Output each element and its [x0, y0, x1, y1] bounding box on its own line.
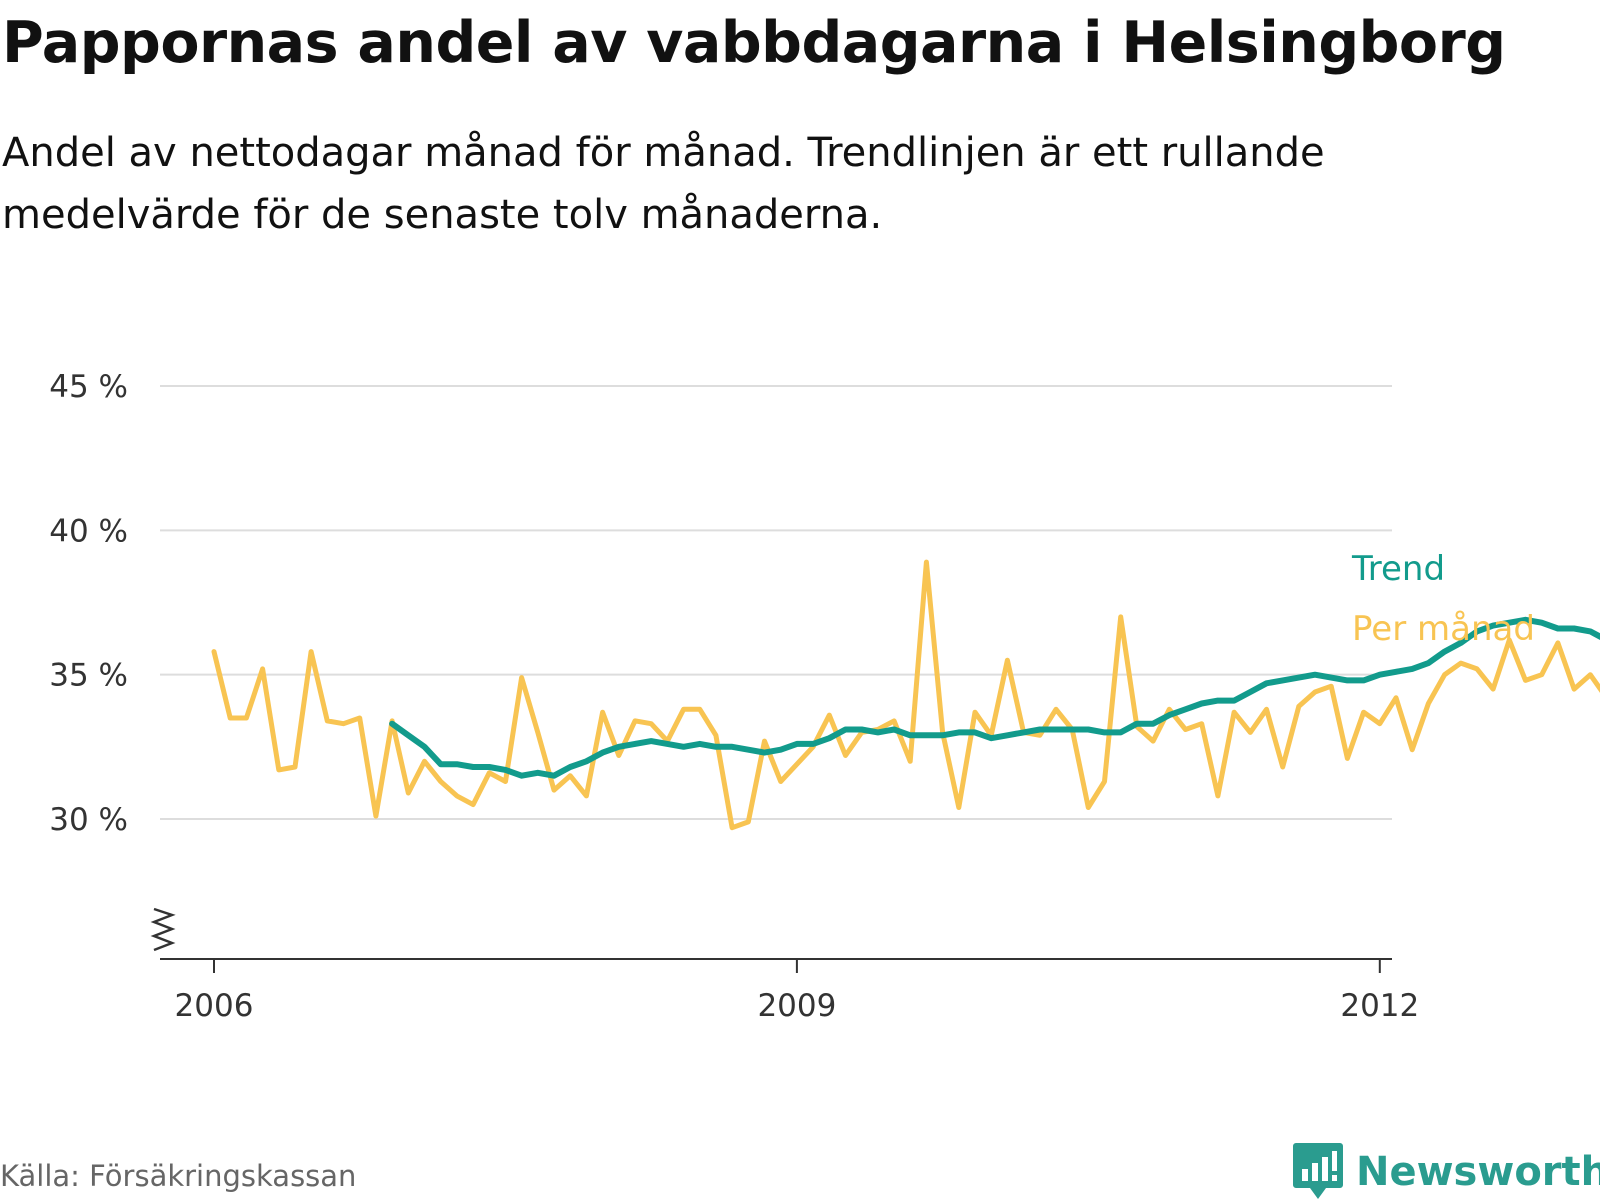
source-note: Källa: Försäkringskassan — [0, 1159, 357, 1193]
series-label-trend: Trend — [1351, 549, 1445, 589]
y-axis-ticks: 30 % 35 % 40 % 45 % — [49, 369, 128, 838]
y-tick-label: 30 % — [49, 802, 128, 838]
y-tick-label: 45 % — [49, 369, 128, 405]
chart-title: Pappornas andel av vabbdagarna i Helsing… — [2, 10, 1506, 76]
y-tick-label: 35 % — [49, 658, 128, 694]
series-line-trend — [389, 616, 1600, 779]
x-tick-label: 2009 — [757, 988, 836, 1024]
bar-chart-speech-bubble-icon — [1293, 1143, 1343, 1199]
chart-subtitle: Andel av nettodagar månad för månad. Tre… — [2, 130, 1325, 238]
y-axis-break-icon — [150, 907, 176, 952]
x-tick-label: 2012 — [1340, 988, 1419, 1024]
series-line-monthly — [211, 559, 1600, 831]
x-axis — [150, 907, 1392, 960]
grid-lines — [160, 385, 1392, 820]
y-tick-label: 40 % — [49, 513, 128, 549]
x-axis-ticks: 2006200920122015201820212023 — [175, 959, 1419, 1024]
brand-logo: Newsworthy — [1292, 1140, 1600, 1204]
brand-name: Newsworthy — [1356, 1149, 1600, 1195]
series-lines — [211, 559, 1600, 831]
series-label-monthly: Per månad — [1352, 609, 1535, 649]
series-labels: Trend Per månad — [1351, 549, 1535, 649]
x-tick-label: 2006 — [175, 988, 254, 1024]
